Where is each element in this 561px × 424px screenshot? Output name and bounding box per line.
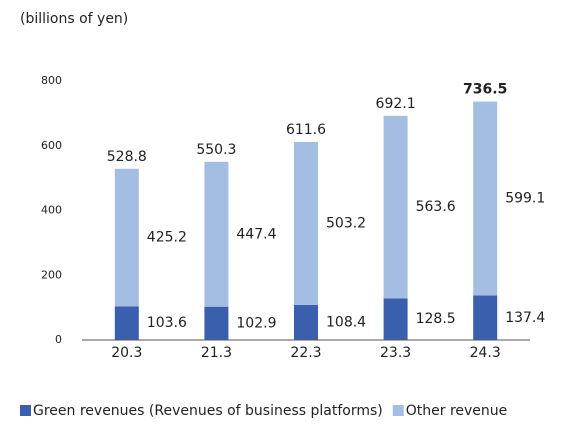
- y-tick-label: 800: [41, 74, 62, 87]
- total-label: 611.6: [286, 122, 326, 138]
- chart-subtitle: (billions of yen): [20, 11, 128, 27]
- data-label: 108.4: [326, 314, 366, 330]
- data-label: 425.2: [147, 230, 187, 246]
- total-label: 550.3: [196, 142, 236, 158]
- bar-segment: [473, 295, 498, 340]
- bar-segment: [294, 141, 318, 305]
- bar-segment: [204, 161, 229, 307]
- bar-segment: [114, 306, 139, 340]
- data-label: 103.6: [147, 315, 187, 331]
- data-label: 128.5: [416, 311, 456, 327]
- y-tick-label: 600: [41, 139, 62, 152]
- legend-label: Other revenue: [406, 403, 508, 419]
- bar-segment: [473, 101, 498, 296]
- data-label: 503.2: [326, 215, 366, 231]
- y-tick-label: 400: [41, 204, 62, 217]
- bar-segment: [114, 168, 139, 307]
- y-tick-label: 0: [55, 333, 62, 346]
- y-tick-label: 200: [41, 268, 62, 281]
- x-tick-label: 24.3: [470, 345, 501, 361]
- x-tick-label: 23.3: [380, 345, 411, 361]
- legend-swatch: [392, 405, 404, 416]
- bar-segment: [383, 115, 408, 299]
- legend-label: Green revenues (Revenues of business pla…: [33, 403, 383, 419]
- bar-segment: [294, 304, 318, 340]
- x-tick-label: 22.3: [290, 345, 321, 361]
- total-label: 736.5: [463, 82, 507, 98]
- bar-segment: [383, 298, 408, 340]
- data-label: 563.6: [416, 199, 456, 215]
- data-label: 447.4: [236, 226, 276, 242]
- x-tick-label: 21.3: [201, 345, 232, 361]
- total-label: 692.1: [376, 96, 416, 112]
- x-tick-label: 20.3: [111, 345, 142, 361]
- bar-segment: [204, 306, 229, 340]
- total-label: 528.8: [107, 149, 147, 165]
- legend-swatch: [20, 405, 31, 416]
- data-label: 599.1: [505, 191, 545, 207]
- data-label: 102.9: [236, 315, 276, 331]
- data-label: 137.4: [505, 310, 545, 326]
